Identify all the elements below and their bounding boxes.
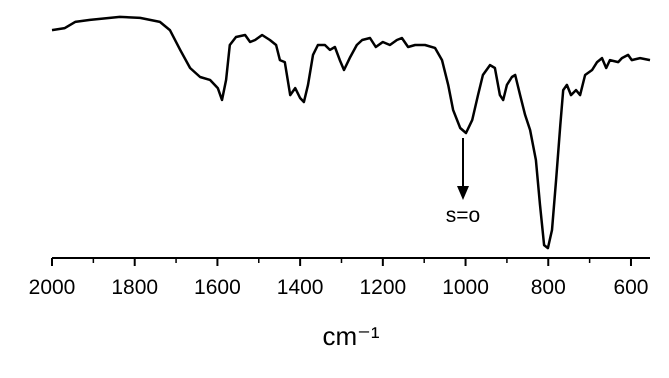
x-axis-label: cm⁻¹ [322,321,379,351]
x-tick-label: 1600 [194,276,241,299]
x-tick-label: 2000 [29,276,76,299]
x-tick-label: 1200 [359,276,406,299]
annotation-arrowhead [457,186,469,200]
x-tick-label: 1800 [111,276,158,299]
annotation: s=o [446,204,480,227]
x-tick-label: 1000 [442,276,489,299]
spectrum-line [51,15,651,250]
x-tick-label: 800 [531,276,566,299]
x-tick-label: 1400 [277,276,324,299]
x-tick-label: 600 [613,276,648,299]
